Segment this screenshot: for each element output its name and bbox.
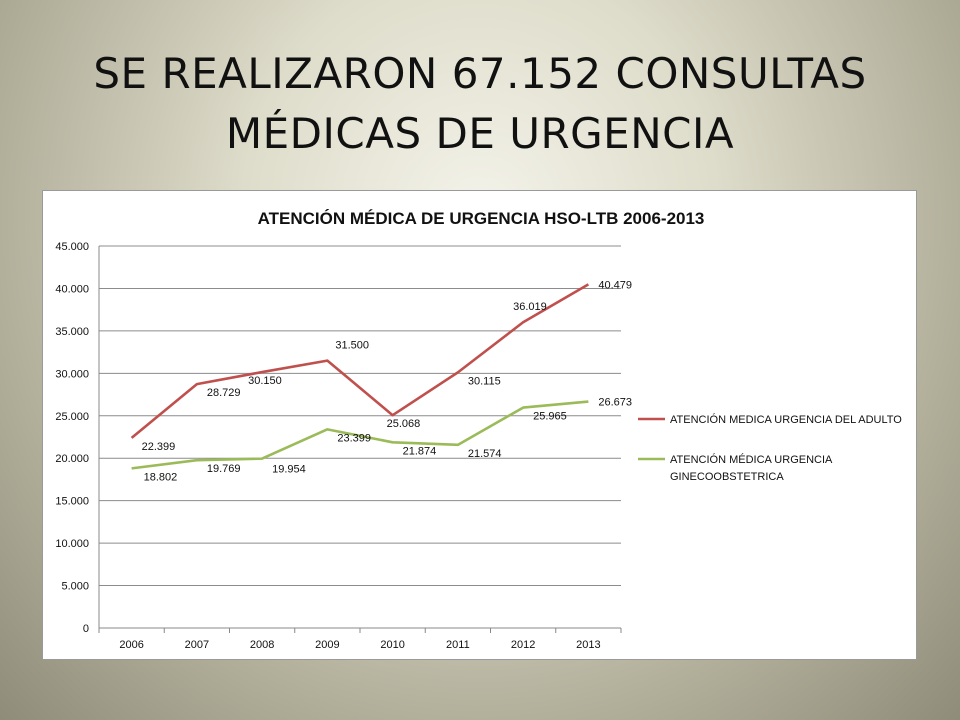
x-tick-label: 2007	[185, 639, 209, 651]
legend: ATENCIÓN MEDICA URGENCIA DEL ADULTO ATENC…	[638, 413, 902, 483]
slide-title: SE REALIZARON 67.152 CONSULTAS MÉDICAS D…	[0, 44, 960, 164]
data-label: 30.150	[248, 375, 282, 387]
legend-label: GINECOOBSTETRICA	[670, 471, 784, 483]
x-tick-label: 2009	[315, 639, 339, 651]
x-tick-label: 2012	[511, 639, 535, 651]
data-label: 22.399	[142, 441, 176, 453]
data-labels: 22.399 28.729 30.150 31.500 25.068 30.115 36.0…	[142, 279, 632, 483]
legend-label: ATENCIÓN MEDICA URGENCIA DEL ADULTO	[670, 413, 902, 426]
series-lines	[130, 283, 590, 470]
x-tick-label: 2008	[250, 639, 274, 651]
x-tick-label: 2013	[576, 639, 600, 651]
series-line-2	[131, 400, 589, 470]
data-label: 19.769	[207, 463, 241, 475]
data-label: 26.673	[598, 397, 632, 409]
y-tick-label: 40.000	[55, 283, 89, 295]
x-tick-label: 2010	[380, 639, 404, 651]
axes: 0 5.000 10.000 15.000 20.000 25.000 30.000 35.0…	[55, 241, 622, 651]
slide-title-line-1: SE REALIZARON 67.152 CONSULTAS	[93, 49, 867, 98]
gridlines	[99, 245, 621, 629]
series-line-1	[130, 283, 590, 439]
y-tick-label: 45.000	[55, 241, 89, 253]
y-tick-label: 5.000	[61, 581, 89, 593]
data-label: 25.965	[533, 411, 567, 423]
slide-title-line-2: MÉDICAS DE URGENCIA	[225, 109, 735, 158]
y-tick-label: 35.000	[55, 326, 89, 338]
x-tick-label: 2011	[446, 639, 470, 651]
y-tick-label: 10.000	[55, 538, 89, 550]
data-label: 21.874	[403, 445, 437, 457]
data-label: 30.115	[468, 375, 501, 387]
data-label: 28.729	[207, 387, 241, 399]
data-label: 31.500	[335, 340, 369, 352]
data-label: 23.399	[337, 432, 371, 444]
data-label: 36.019	[513, 301, 547, 313]
y-tick-label: 0	[83, 623, 89, 635]
chart-title: ATENCIÓN MÉDICA DE URGENCIA HSO-LTB 2006…	[258, 209, 705, 228]
data-label: 18.802	[144, 471, 178, 483]
y-tick-label: 20.000	[55, 453, 89, 465]
x-tick-label: 2006	[119, 639, 143, 651]
y-tick-label: 30.000	[55, 368, 89, 380]
data-label: 40.479	[598, 279, 632, 291]
data-label: 21.574	[468, 448, 502, 460]
data-label: 25.068	[387, 418, 421, 430]
line-chart: ATENCIÓN MÉDICA DE URGENCIA HSO-LTB 2006…	[55, 209, 902, 651]
legend-label: ATENCIÓN MÉDICA URGENCIA	[670, 453, 833, 466]
y-tick-label: 15.000	[55, 496, 89, 508]
data-label: 19.954	[272, 464, 306, 476]
y-tick-label: 25.000	[55, 411, 89, 423]
chart-container: ATENCIÓN MÉDICA DE URGENCIA HSO-LTB 2006…	[42, 190, 917, 660]
